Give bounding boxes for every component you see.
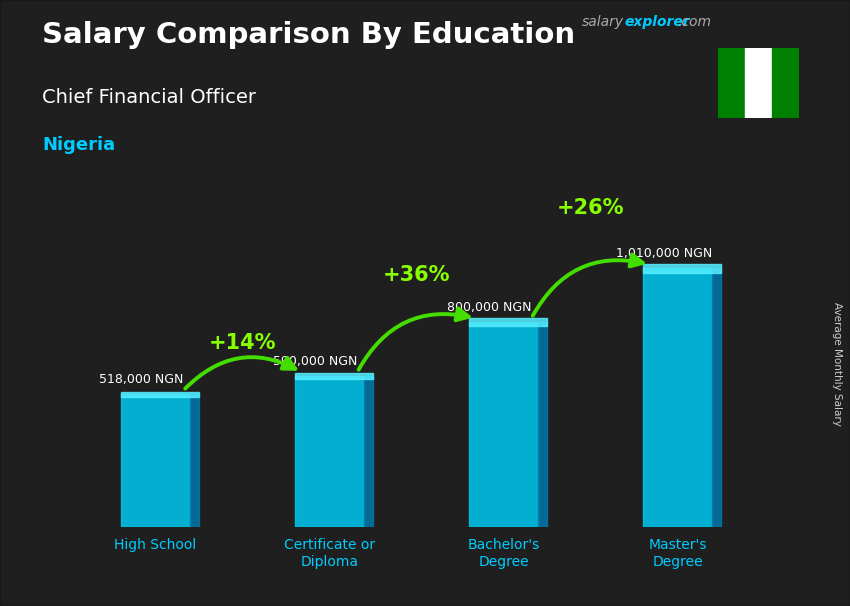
Text: Salary Comparison By Education: Salary Comparison By Education (42, 21, 575, 49)
Text: +14%: +14% (209, 333, 276, 353)
Bar (365, 376, 372, 527)
Bar (295, 373, 372, 379)
Text: salary: salary (582, 15, 625, 29)
Text: .com: .com (677, 15, 711, 29)
Bar (538, 322, 547, 527)
Bar (712, 268, 721, 527)
Text: Nigeria: Nigeria (42, 136, 116, 155)
Bar (643, 264, 721, 273)
Text: 590,000 NGN: 590,000 NGN (274, 355, 358, 368)
Text: 800,000 NGN: 800,000 NGN (447, 301, 532, 314)
Bar (643, 268, 712, 527)
Text: 518,000 NGN: 518,000 NGN (99, 373, 184, 386)
Text: +36%: +36% (382, 265, 450, 285)
Text: 1,010,000 NGN: 1,010,000 NGN (615, 247, 711, 260)
Text: Chief Financial Officer: Chief Financial Officer (42, 88, 257, 107)
Bar (190, 395, 199, 527)
Bar (718, 48, 745, 118)
Bar (468, 318, 547, 326)
Bar (468, 322, 538, 527)
Bar (121, 395, 190, 527)
Text: explorer: explorer (625, 15, 690, 29)
Bar (295, 376, 365, 527)
Text: +26%: +26% (557, 198, 624, 218)
Bar (121, 392, 199, 397)
Text: Average Monthly Salary: Average Monthly Salary (832, 302, 842, 425)
Bar (745, 48, 772, 118)
Bar (772, 48, 799, 118)
